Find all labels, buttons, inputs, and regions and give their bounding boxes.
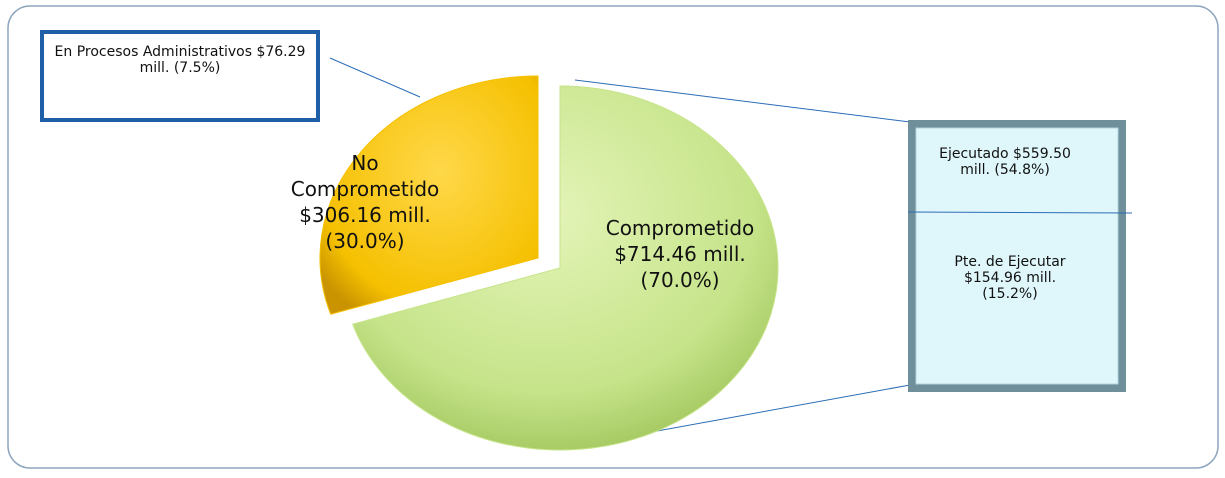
annotation: Ejecutado $559.50 mill. (54.8%) xyxy=(939,146,1071,178)
leader-line xyxy=(634,384,911,436)
value-label: $714.46 mill. (70.0%) xyxy=(614,242,746,292)
callout-box xyxy=(915,127,1119,385)
callout-box xyxy=(40,30,320,122)
leader-line xyxy=(329,57,421,98)
slice-label: Comprometido $714.46 mill. (70.0%) xyxy=(600,215,760,293)
slice-label: No Comprometido $306.16 mill. (30.0%) xyxy=(285,150,445,254)
pie-slice xyxy=(319,75,539,315)
frame xyxy=(7,5,1219,469)
annotation: En Procesos Administrativos $76.29 mill.… xyxy=(54,44,306,76)
divider-line xyxy=(907,211,1133,214)
pie-slice xyxy=(352,85,779,451)
leader-line xyxy=(574,79,911,123)
category-label: Comprometido xyxy=(605,216,755,240)
category-label: No Comprometido xyxy=(290,151,440,201)
value-label: $306.16 mill. (30.0%) xyxy=(299,203,431,253)
annotation: Pte. de Ejecutar $154.96 mill. (15.2%) xyxy=(954,254,1066,302)
